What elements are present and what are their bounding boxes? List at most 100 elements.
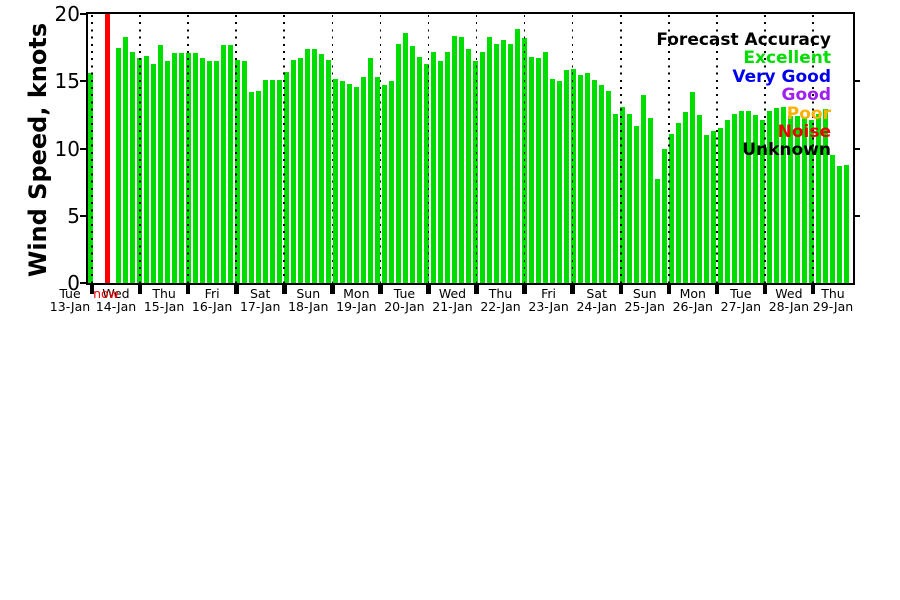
wind-speed-bar <box>431 51 436 283</box>
wind-speed-bar <box>179 53 184 283</box>
wind-speed-bar <box>662 148 667 283</box>
day-boundary-tick <box>185 285 191 294</box>
wind-speed-bar <box>676 122 681 283</box>
legend-item-very-good: Very Good <box>732 66 831 87</box>
x-day-label: Thu 15-Jan <box>132 287 196 313</box>
wind-speed-bar <box>704 135 709 283</box>
x-day-name: Wed <box>775 286 803 301</box>
x-day-name: Sun <box>296 286 321 301</box>
x-day-label: Sat 17-Jan <box>228 287 292 313</box>
wind-speed-bar <box>837 165 842 283</box>
x-day-label: Tue 20-Jan <box>372 287 436 313</box>
wind-speed-bar <box>277 79 282 283</box>
x-day-date: 17-Jan <box>239 299 281 314</box>
x-day-name: Tue <box>393 286 416 301</box>
x-day-label: Fri 23-Jan <box>517 287 581 313</box>
now-label: now <box>93 286 119 301</box>
wind-speed-bar <box>165 61 170 283</box>
wind-speed-bar <box>529 57 534 283</box>
wind-speed-bar <box>88 73 93 283</box>
x-day-date: 14-Jan <box>95 299 137 314</box>
wind-speed-bar <box>326 59 331 283</box>
wind-speed-bar <box>298 58 303 283</box>
x-day-name: Fri <box>541 286 557 301</box>
x-day-date: 27-Jan <box>720 299 762 314</box>
y-tick-label: 0 <box>67 271 80 295</box>
x-day-date: 29-Jan <box>812 299 854 314</box>
wind-speed-bar <box>235 59 240 283</box>
day-boundary-gridline <box>235 15 237 283</box>
wind-speed-bar <box>844 164 849 283</box>
x-day-date: 21-Jan <box>432 299 473 314</box>
wind-speed-bar <box>655 179 660 283</box>
wind-speed-bar <box>193 53 198 283</box>
wind-speed-bar <box>459 36 464 283</box>
wind-speed-bar <box>830 155 835 283</box>
x-day-name: Thu <box>488 286 513 301</box>
wind-speed-bar <box>466 48 471 283</box>
day-boundary-tick <box>474 285 479 294</box>
wind-speed-bar <box>221 44 226 283</box>
now-marker-line <box>105 14 111 283</box>
day-boundary-gridline <box>331 15 334 283</box>
x-day-label: Sat 24-Jan <box>565 287 629 313</box>
wind-speed-bar <box>228 44 233 283</box>
day-boundary-tick <box>282 285 287 294</box>
wind-speed-bar <box>382 85 387 283</box>
day-boundary-tick <box>666 285 672 294</box>
x-day-name: Wed <box>102 286 130 301</box>
legend-title: Forecast Accuracy <box>656 30 831 50</box>
x-day-name: Mon <box>679 286 706 301</box>
legend-item-poor: Poor <box>786 103 831 124</box>
wind-speed-bar <box>403 32 408 283</box>
wind-speed-bar <box>599 85 604 283</box>
day-boundary-tick <box>570 285 575 294</box>
wind-speed-bar <box>557 81 562 283</box>
day-boundary-gridline <box>716 15 718 283</box>
day-boundary-gridline <box>523 15 526 283</box>
wind-speed-bar <box>802 117 807 283</box>
x-day-label: Fri 16-Jan <box>180 287 244 313</box>
wind-speed-bar <box>697 114 702 283</box>
x-day-label: Thu 22-Jan <box>469 287 533 313</box>
wind-speed-bar <box>354 86 359 283</box>
wind-speed-bar <box>361 77 366 283</box>
wind-speed-bar <box>375 77 380 283</box>
x-day-label: Tue 13-Jan <box>38 287 102 313</box>
day-boundary-gridline <box>475 15 478 283</box>
day-boundary-gridline <box>139 15 141 283</box>
wind-speed-bar <box>389 81 394 283</box>
wind-speed-bar <box>648 117 653 283</box>
x-day-date: 25-Jan <box>624 299 665 314</box>
wind-speed-bar <box>242 61 247 283</box>
day-boundary-tick <box>762 285 768 294</box>
x-day-date: 22-Jan <box>480 299 521 314</box>
x-day-name: Thu <box>821 286 845 301</box>
wind-speed-bar <box>256 90 261 283</box>
day-boundary-gridline <box>91 15 93 283</box>
legend-item-noise: Noise <box>777 122 831 143</box>
wind-speed-bar <box>396 43 401 283</box>
legend: Forecast Accuracy Excellent Very Good Good… <box>656 31 831 160</box>
wind-speed-bar <box>263 79 268 283</box>
x-day-date: 24-Jan <box>576 299 617 314</box>
y-tick-mark-left <box>80 282 87 284</box>
day-boundary-tick <box>330 285 335 294</box>
wind-speed-bar <box>200 58 205 283</box>
wind-speed-bar <box>452 35 457 283</box>
wind-speed-bar <box>592 79 597 283</box>
wind-speed-bar <box>627 113 632 283</box>
legend-items: Excellent Very Good Good Poor Noise Unknown <box>656 49 831 160</box>
x-day-name: Fri <box>204 286 220 301</box>
wind-speed-bar <box>543 51 548 283</box>
wind-speed-bar <box>144 55 149 283</box>
wind-speed-bar <box>536 58 541 283</box>
day-boundary-gridline <box>187 15 189 283</box>
day-boundary-gridline <box>619 15 622 283</box>
wind-speed-bar <box>711 131 716 283</box>
wind-speed-bar <box>613 113 618 283</box>
wind-speed-bar <box>445 51 450 283</box>
wind-speed-bar <box>494 43 499 283</box>
wind-speed-bar <box>410 46 415 283</box>
wind-speed-bar <box>291 59 296 283</box>
